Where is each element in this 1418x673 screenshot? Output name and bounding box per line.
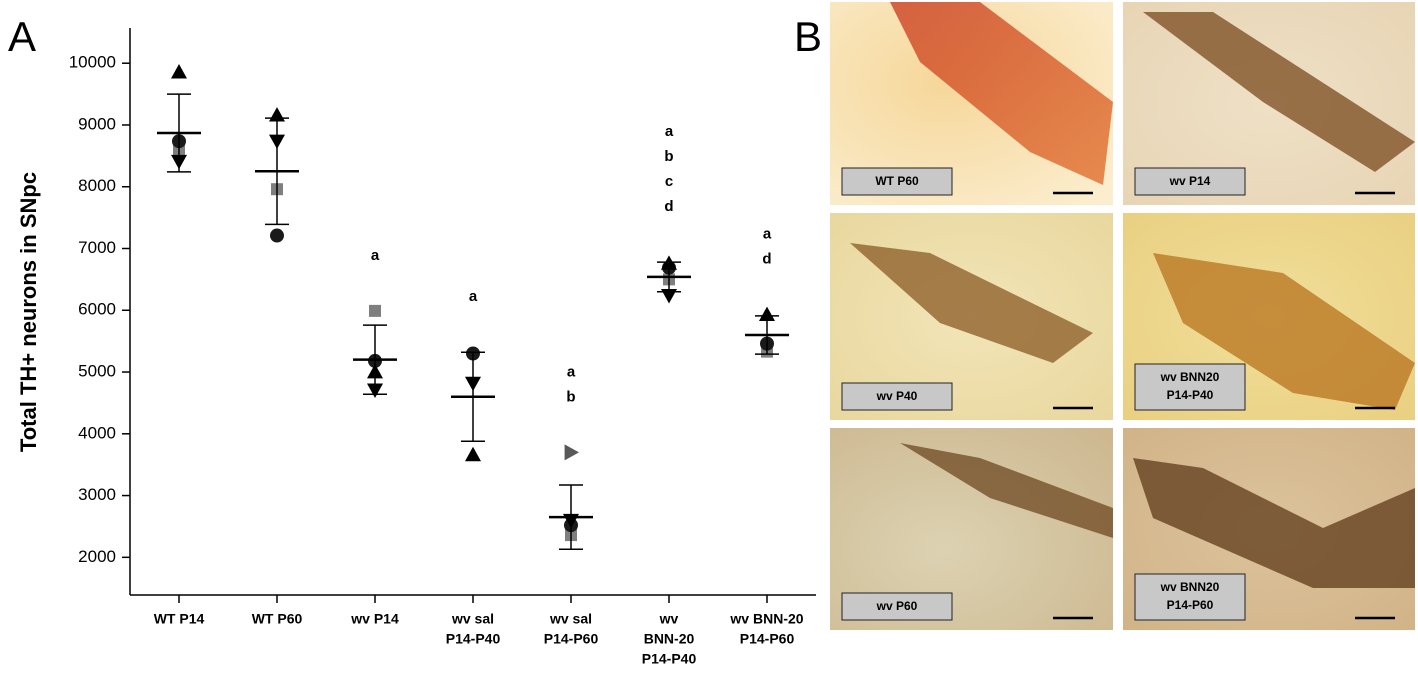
image-label-box	[1134, 573, 1246, 621]
significance-letter: d	[762, 251, 771, 268]
y-tick-label: 5000	[78, 362, 116, 381]
significance-letter: a	[469, 288, 478, 305]
x-tick-label: P14-P40	[446, 631, 501, 647]
panel-label: A	[8, 13, 36, 60]
data-point	[369, 304, 381, 317]
x-tick-label: wv BNN-20	[729, 611, 803, 627]
image-label: P14-P40	[1167, 388, 1214, 402]
image-label: P14-P60	[1167, 598, 1214, 612]
y-tick-label: 6000	[78, 300, 116, 319]
data-point	[661, 289, 677, 304]
significance-letter: a	[371, 247, 380, 264]
y-tick-label: 4000	[78, 423, 116, 442]
image-label: wv P14	[1169, 174, 1211, 188]
image-label-box	[841, 382, 953, 411]
x-tick-label: wv	[659, 611, 679, 627]
image-label: WT P60	[875, 174, 919, 188]
x-tick-label: P14-P60	[544, 631, 599, 647]
image-label: wv BNN20	[1160, 580, 1220, 594]
y-tick-label: 8000	[78, 176, 116, 195]
x-tick-label: wv sal	[451, 611, 494, 627]
significance-letter: d	[664, 198, 673, 215]
image-label: wv P60	[876, 599, 918, 613]
y-tick-label: 3000	[78, 485, 116, 504]
image-label: wv BNN20	[1160, 370, 1220, 384]
image-label-box	[1134, 363, 1246, 411]
significance-letter: b	[664, 148, 673, 165]
stained-region	[850, 243, 1093, 363]
significance-letter: b	[566, 388, 575, 405]
stained-region	[1143, 12, 1415, 172]
data-point	[465, 446, 481, 462]
y-tick-label: 7000	[78, 238, 116, 257]
x-tick-label: BNN-20	[644, 631, 695, 647]
y-axis-title: Total TH+ neurons in SNpc	[16, 172, 41, 452]
y-tick-label: 2000	[78, 547, 116, 566]
x-tick-label: wv P14	[350, 611, 399, 627]
data-point	[759, 306, 775, 321]
significance-letter: a	[665, 123, 674, 140]
y-tick-label: 10000	[69, 53, 116, 72]
significance-letter: a	[567, 363, 576, 380]
stained-region	[900, 443, 1113, 538]
x-tick-label: P14-P60	[740, 631, 795, 647]
stained-region	[1153, 253, 1415, 410]
data-point	[270, 228, 284, 243]
x-tick-label: WT P14	[154, 611, 205, 627]
image-label: wv P40	[876, 389, 918, 403]
image-label-box	[841, 592, 953, 621]
y-tick-label: 9000	[78, 114, 116, 133]
stained-region	[1133, 458, 1415, 588]
x-tick-label: P14-P40	[642, 651, 697, 667]
image-label-box	[841, 167, 953, 196]
significance-letter: c	[665, 173, 673, 190]
significance-letter: a	[763, 226, 772, 243]
image-label-box	[1134, 167, 1246, 196]
panel-label: B	[794, 13, 822, 60]
stained-region	[890, 2, 1113, 185]
data-point	[171, 64, 187, 79]
x-tick-label: WT P60	[252, 611, 303, 627]
data-point	[564, 444, 579, 461]
x-tick-label: wv sal	[549, 611, 592, 627]
